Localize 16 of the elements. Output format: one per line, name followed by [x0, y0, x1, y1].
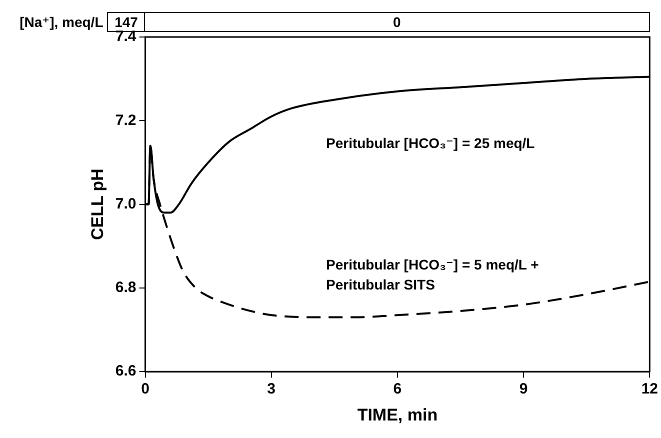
text: 147 [107, 12, 146, 32]
text: [Na⁺], meq/L [8, 12, 108, 32]
y-tick-label: 6.8 [115, 279, 136, 296]
y-axis-title: CELL pH [88, 168, 107, 240]
x-tick-label: 6 [393, 380, 402, 398]
x-tick-label: 3 [267, 380, 276, 398]
x-tick-label: 12 [641, 380, 658, 398]
y-tick-label: 7.0 [115, 195, 136, 212]
x-tick-label: 9 [519, 380, 528, 398]
x-tick-label: 0 [141, 380, 150, 398]
text: Peritubular [HCO₃⁻] = 25 meq/L [326, 135, 536, 152]
y-tick-label: 7.2 [115, 112, 136, 129]
text: 0 [145, 12, 650, 32]
x-axis-title: TIME, min [357, 405, 438, 424]
y-tick-label: 6.6 [115, 362, 136, 380]
series-label: Peritubular [HCO₃⁻] = 5 meq/L + Peritubular SITS [326, 256, 539, 293]
